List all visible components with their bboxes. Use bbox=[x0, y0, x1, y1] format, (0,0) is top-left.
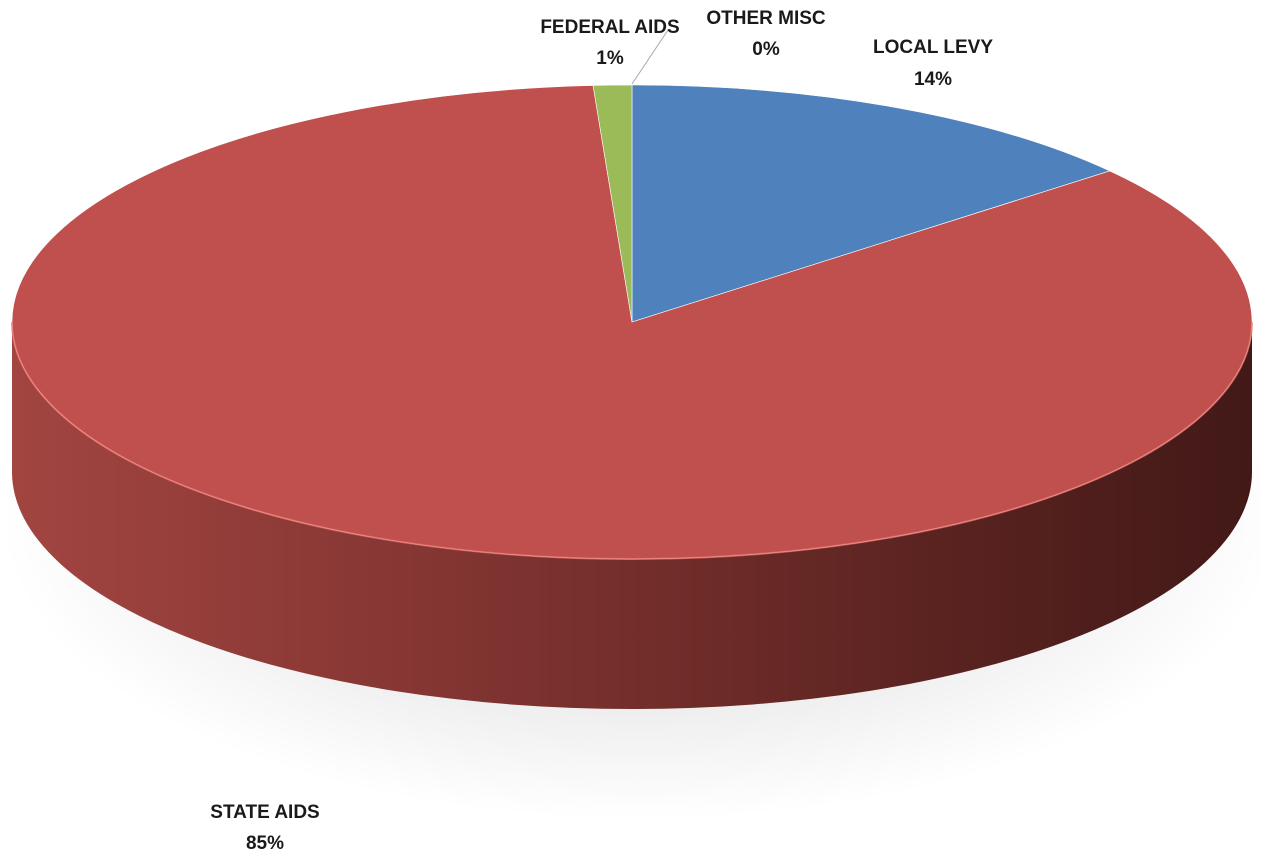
label-other-misc: OTHER MISC 0% bbox=[706, 8, 826, 60]
label-federal-aids: FEDERAL AIDS 1% bbox=[540, 17, 679, 69]
slice-percent: 14% bbox=[914, 69, 952, 90]
slice-name: STATE AIDS bbox=[210, 802, 319, 823]
label-state-aids: STATE AIDS 85% bbox=[210, 802, 319, 854]
federal-aids-leader-line bbox=[631, 29, 669, 85]
slice-name: OTHER MISC bbox=[706, 8, 826, 29]
label-local-levy: LOCAL LEVY 14% bbox=[873, 37, 993, 90]
slice-percent: 0% bbox=[752, 39, 780, 60]
slice-percent: 85% bbox=[246, 833, 284, 854]
pie-slices bbox=[11, 84, 1253, 560]
slice-percent: 1% bbox=[596, 48, 624, 69]
slice-name: FEDERAL AIDS bbox=[540, 17, 679, 38]
slice-local-levy bbox=[631, 84, 1111, 323]
slice-name: LOCAL LEVY bbox=[873, 37, 993, 58]
pie-side-wall bbox=[12, 322, 1252, 709]
slice-federal-aids bbox=[592, 84, 633, 323]
pie-rim-highlight bbox=[11, 321, 1253, 560]
